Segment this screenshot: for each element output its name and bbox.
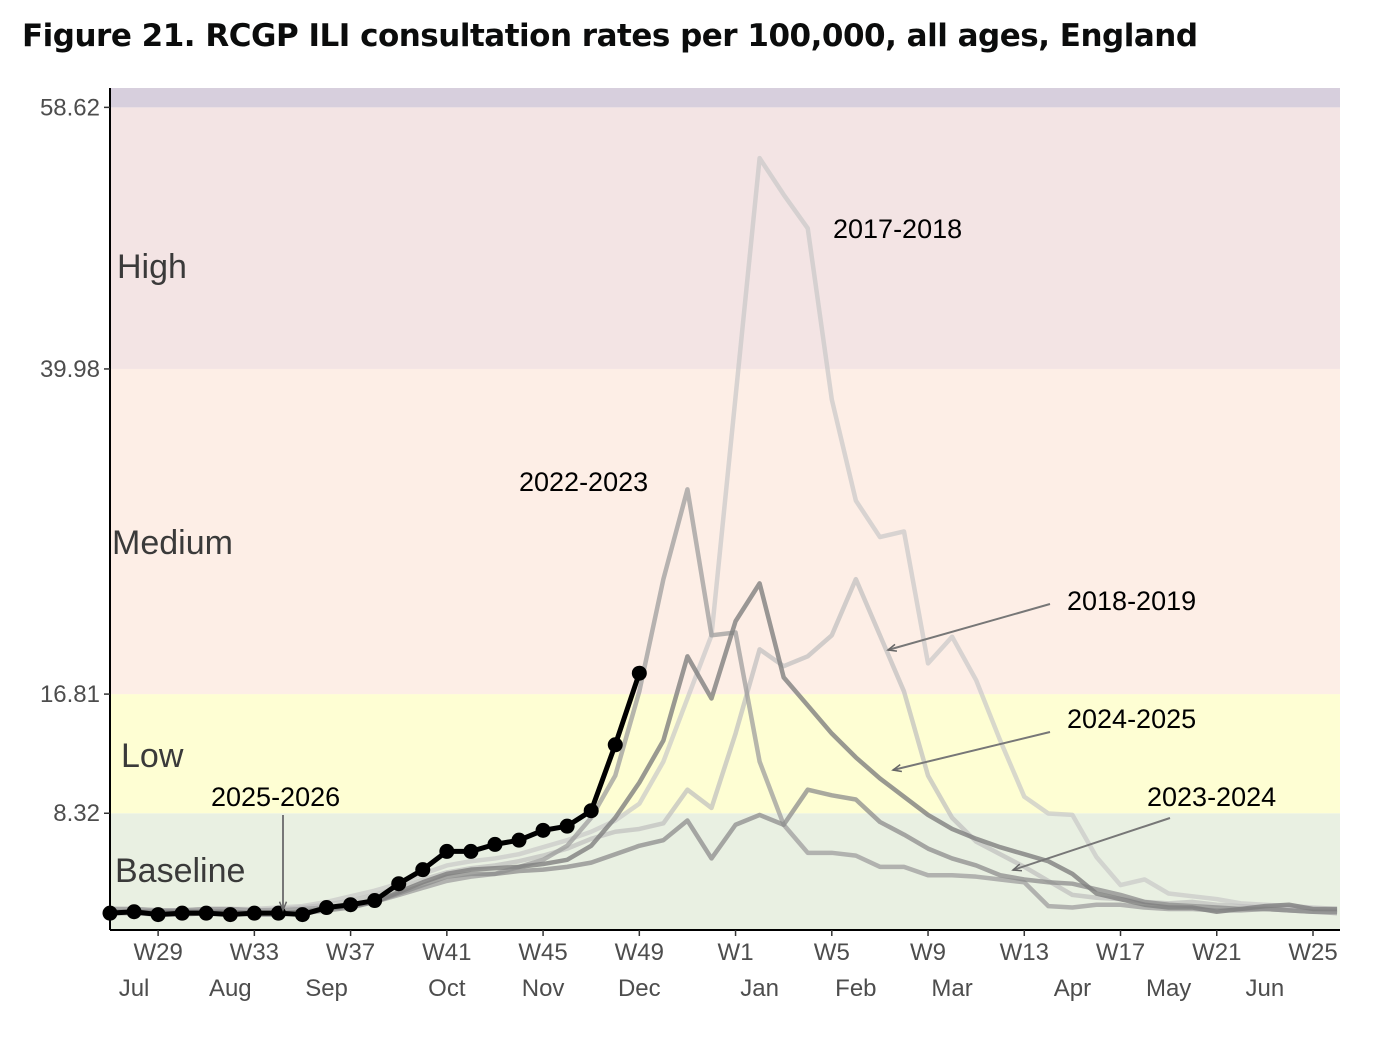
annotation-arrow-2018-2019 — [887, 603, 1051, 651]
data-point-2025-2026-W49 — [631, 665, 647, 681]
band-label-medium: Medium — [112, 524, 233, 562]
x-tick-month: Oct — [428, 975, 466, 1002]
data-point-2025-2026-W44 — [511, 832, 527, 848]
data-point-2025-2026-W42 — [463, 843, 479, 859]
threshold-band-high — [110, 107, 1340, 369]
x-tick-month: Nov — [522, 975, 565, 1002]
x-tick-week: W25 — [1288, 939, 1337, 966]
arrowhead-icon — [886, 643, 898, 652]
data-point-2025-2026-W33 — [246, 905, 262, 921]
data-point-2025-2026-W38 — [367, 893, 383, 909]
x-tick-month: Mar — [931, 975, 972, 1002]
annotation-label-2023-2024: 2023-2024 — [1147, 782, 1276, 812]
x-tick-month: Dec — [618, 975, 661, 1002]
data-point-2025-2026-W48 — [607, 737, 623, 753]
x-tick-week: W17 — [1096, 939, 1145, 966]
chart-title: Figure 21. RCGP ILI consultation rates p… — [22, 18, 1198, 54]
x-tick-month: May — [1146, 975, 1191, 1002]
data-point-2025-2026-W30 — [174, 905, 190, 921]
data-point-2025-2026-W28 — [126, 904, 142, 920]
annotation-arrow-2023-2024 — [1012, 817, 1171, 871]
annotation-label-2025-2026: 2025-2026 — [211, 782, 340, 812]
threshold-band-very-high — [110, 88, 1340, 108]
x-tick-week: W29 — [133, 939, 182, 966]
data-point-2025-2026-W43 — [487, 836, 503, 852]
x-tick-week: W9 — [910, 939, 946, 966]
data-point-2025-2026-W47 — [583, 803, 599, 819]
data-point-2025-2026-W35 — [294, 907, 310, 923]
band-label-baseline: Baseline — [115, 852, 245, 890]
x-tick-month: Jul — [119, 975, 150, 1002]
data-point-2025-2026-W31 — [198, 905, 214, 921]
data-point-2025-2026-W32 — [222, 907, 238, 923]
y-tick-label: 39.98 — [40, 356, 100, 383]
x-tick-week: W45 — [518, 939, 567, 966]
data-point-2025-2026-W36 — [319, 900, 335, 916]
annotation-label-2024-2025: 2024-2025 — [1067, 704, 1196, 734]
x-tick-week: W33 — [230, 939, 279, 966]
data-point-2025-2026-W29 — [150, 907, 166, 923]
x-tick-month: Aug — [209, 975, 252, 1002]
x-tick-week: W5 — [814, 939, 850, 966]
annotation-label-2017-2018: 2017-2018 — [833, 214, 962, 244]
annotation-arrow-2024-2025 — [892, 731, 1051, 771]
data-point-2025-2026-W40 — [415, 862, 431, 878]
x-tick-month: Jan — [740, 975, 779, 1002]
x-tick-week: W49 — [615, 939, 664, 966]
threshold-band-low — [110, 694, 1340, 814]
x-tick-week: W37 — [326, 939, 375, 966]
data-point-2025-2026-W46 — [559, 818, 575, 834]
data-point-2025-2026-W27 — [102, 905, 118, 921]
y-tick-label: 58.62 — [40, 94, 100, 121]
data-point-2025-2026-W41 — [439, 843, 455, 859]
data-point-2025-2026-W45 — [535, 822, 551, 838]
annotation-label-2022-2023: 2022-2023 — [519, 467, 648, 497]
x-tick-week: W21 — [1192, 939, 1241, 966]
arrowhead-icon — [891, 764, 903, 773]
data-point-2025-2026-W39 — [391, 876, 407, 892]
threshold-band-medium — [110, 368, 1340, 695]
x-tick-week: W13 — [1000, 939, 1049, 966]
y-tick-label: 8.32 — [53, 800, 100, 827]
x-tick-month: Sep — [305, 975, 348, 1002]
band-label-low: Low — [121, 737, 184, 775]
x-tick-week: W1 — [718, 939, 754, 966]
band-label-high: High — [117, 248, 187, 286]
x-tick-month: Apr — [1054, 975, 1091, 1002]
x-tick-week: W41 — [422, 939, 471, 966]
data-point-2025-2026-W37 — [343, 897, 359, 913]
x-tick-month: Jun — [1246, 975, 1285, 1002]
y-tick-label: 16.81 — [40, 681, 100, 708]
x-tick-month: Feb — [835, 975, 876, 1002]
arrowhead-icon — [1011, 863, 1023, 872]
annotation-label-2018-2019: 2018-2019 — [1067, 586, 1196, 616]
arrowhead-icon — [278, 901, 288, 912]
